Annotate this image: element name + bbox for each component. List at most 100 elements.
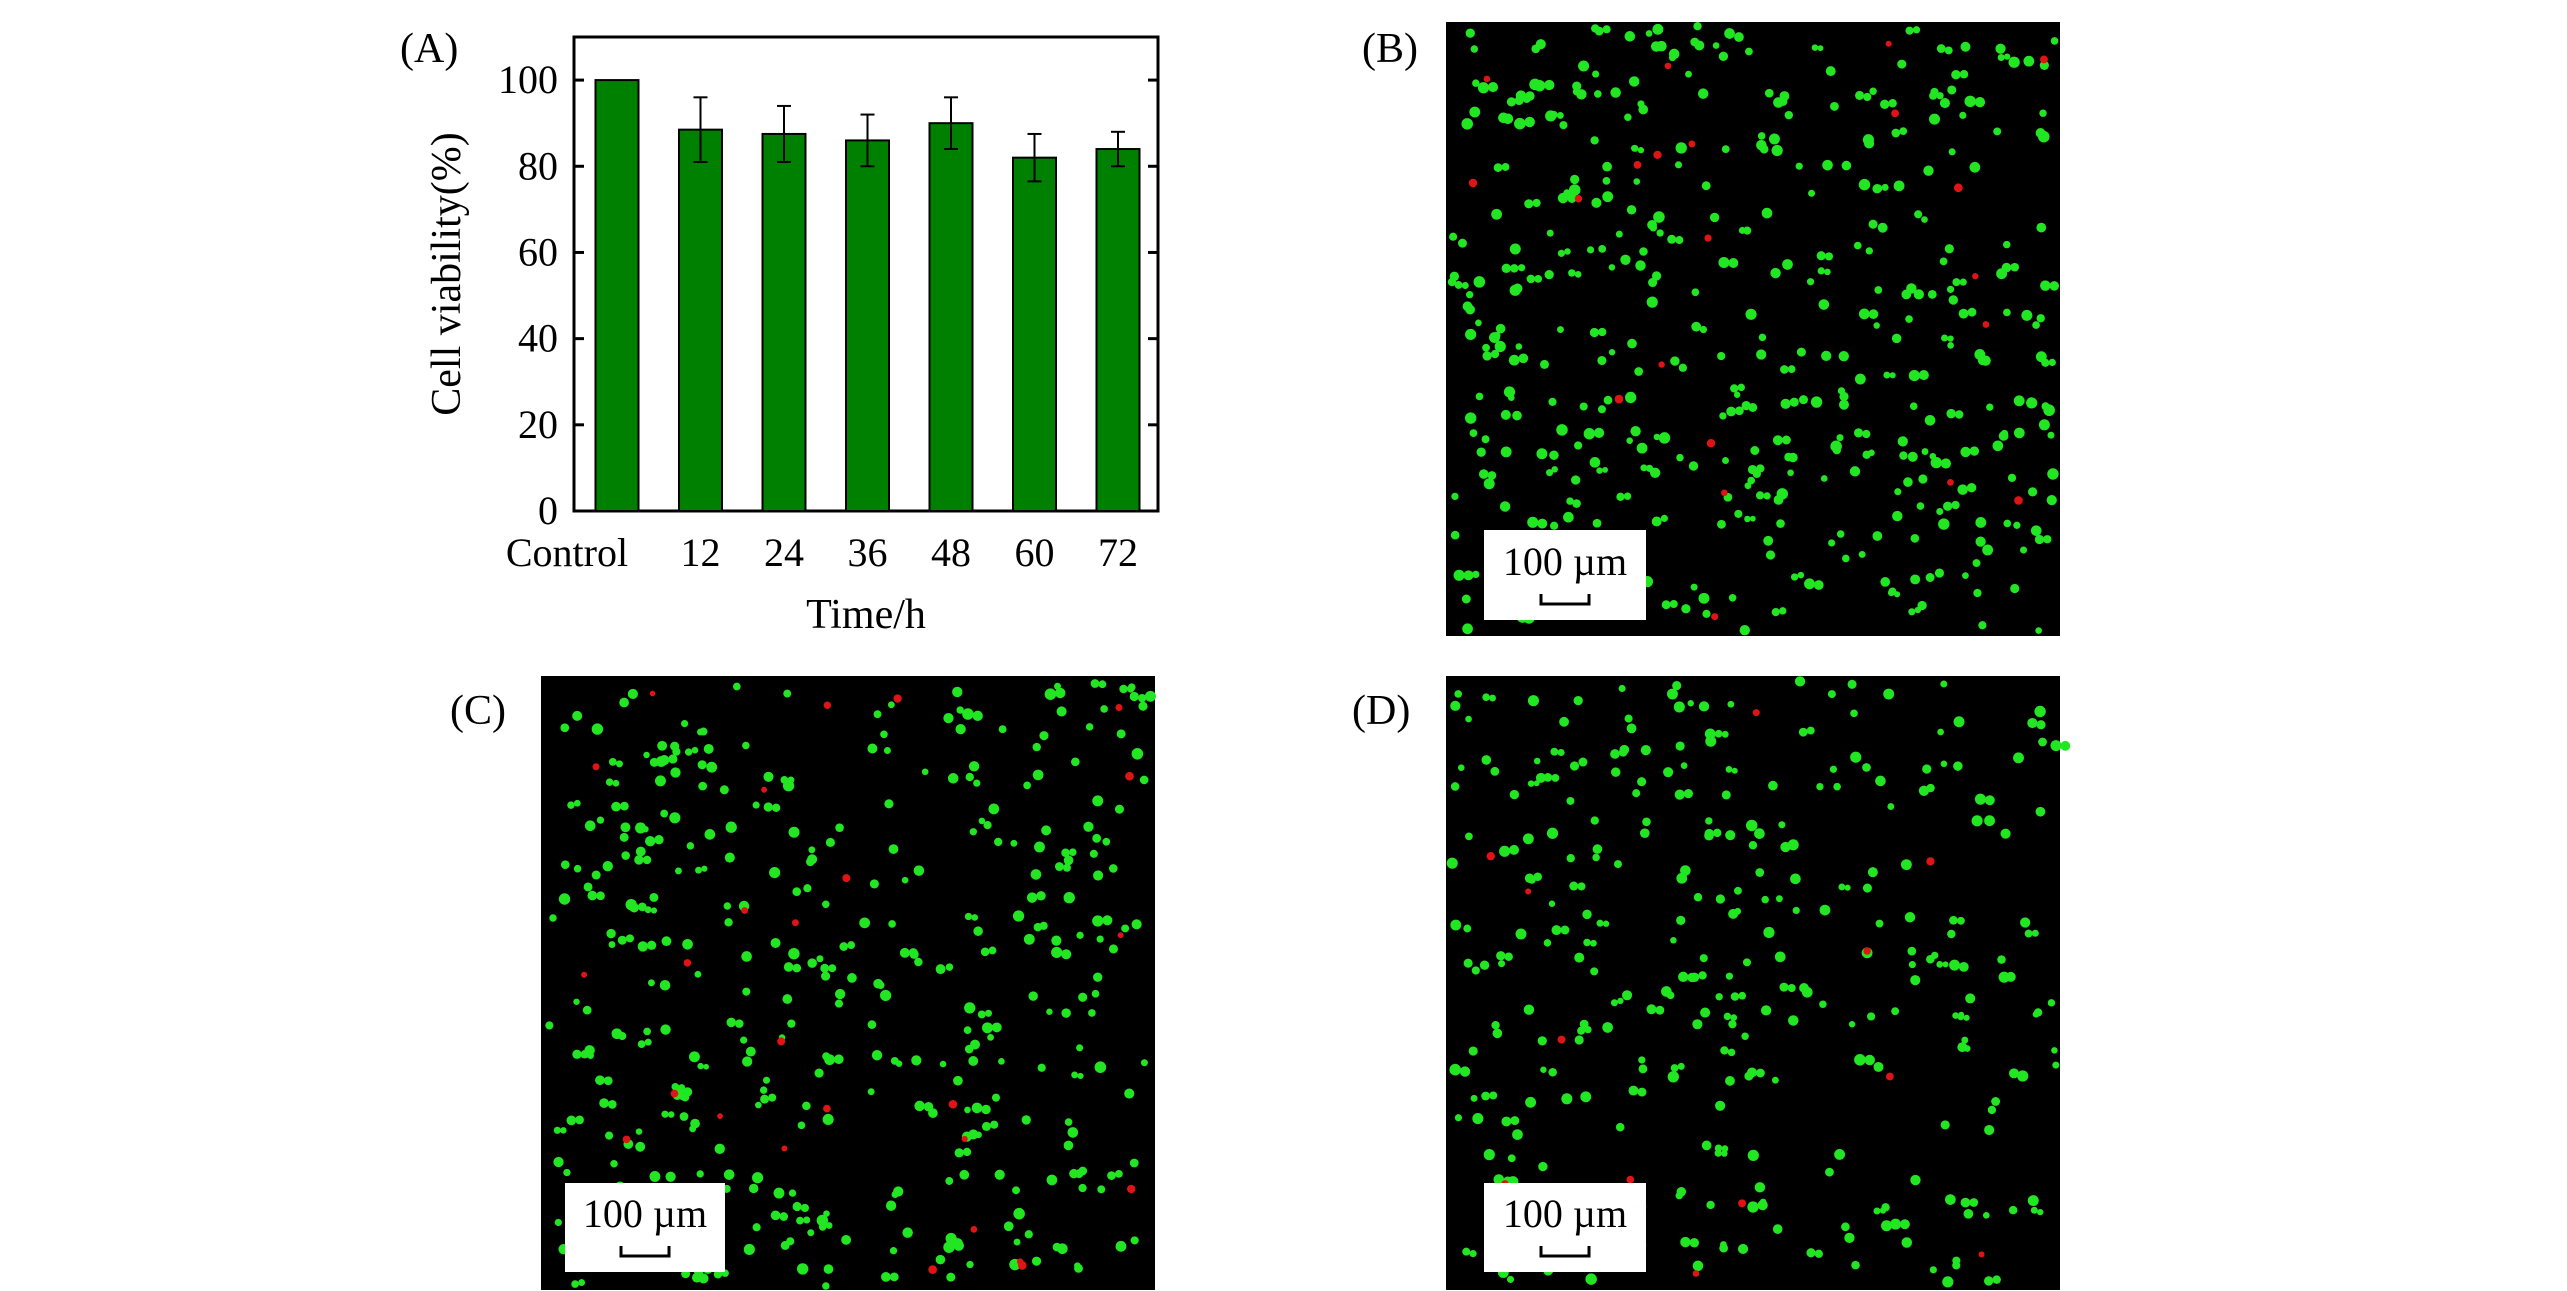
live-cell xyxy=(1463,958,1473,968)
live-cell xyxy=(2013,752,2024,764)
live-cell xyxy=(657,740,668,751)
live-cell xyxy=(560,1127,567,1134)
live-cell xyxy=(1733,391,1741,398)
live-cell xyxy=(2023,55,2035,67)
dead-cell xyxy=(1706,439,1716,448)
live-cell xyxy=(1734,32,1744,42)
live-cell xyxy=(596,816,605,824)
live-cell xyxy=(563,1168,571,1177)
dead-cell xyxy=(1127,1184,1136,1194)
live-cell xyxy=(1978,621,1987,630)
live-cell xyxy=(1926,783,1935,793)
live-cell xyxy=(1771,1076,1779,1084)
live-cell xyxy=(822,1113,834,1125)
live-cell xyxy=(1910,975,1921,986)
live-cell xyxy=(1624,113,1632,122)
live-cell xyxy=(611,801,621,812)
live-cell xyxy=(1578,757,1588,767)
live-cell xyxy=(939,1060,947,1068)
live-cell xyxy=(943,712,954,724)
live-cell xyxy=(2020,917,2031,928)
live-cell xyxy=(2003,240,2011,249)
live-cell xyxy=(1597,405,1606,414)
live-cell xyxy=(1602,1022,1613,1033)
live-cell xyxy=(1969,446,1980,456)
live-cell xyxy=(880,989,892,1002)
live-cell xyxy=(1078,1183,1087,1193)
live-cell xyxy=(1067,1127,1079,1138)
live-cell xyxy=(625,898,637,911)
live-cell xyxy=(1869,87,1877,95)
live-cell xyxy=(1647,219,1657,230)
live-cell xyxy=(1728,908,1739,919)
live-cell xyxy=(1828,539,1836,547)
live-cell xyxy=(1675,142,1687,154)
live-cell xyxy=(1033,922,1043,932)
dead-cell xyxy=(1885,1072,1894,1081)
live-cell xyxy=(2047,431,2055,439)
live-cell xyxy=(649,893,659,902)
live-cell xyxy=(1610,87,1621,98)
live-cell xyxy=(1559,716,1569,727)
live-cell xyxy=(847,941,856,950)
live-cell xyxy=(788,947,800,960)
live-cell xyxy=(1763,926,1775,939)
live-cell xyxy=(1652,23,1664,35)
live-cell xyxy=(885,1200,897,1211)
live-cell xyxy=(1764,88,1774,98)
live-cell xyxy=(972,710,983,722)
live-cell xyxy=(2030,1206,2038,1214)
live-cell xyxy=(988,803,1000,815)
y-tick-label: 80 xyxy=(518,143,558,188)
live-cell xyxy=(1951,500,1960,510)
live-cell xyxy=(1797,571,1805,579)
live-cell xyxy=(952,686,963,698)
live-cell xyxy=(1936,960,1944,968)
live-cell xyxy=(1942,961,1949,968)
micrograph-d-cells xyxy=(1446,676,2071,1288)
live-cell xyxy=(1532,198,1541,208)
live-cell xyxy=(1699,325,1708,334)
live-cell xyxy=(1719,412,1727,420)
live-cell xyxy=(1717,351,1726,361)
live-cell xyxy=(573,799,581,807)
live-cell xyxy=(987,1033,994,1041)
live-cell xyxy=(2036,222,2047,233)
live-cell xyxy=(1625,391,1637,404)
live-cell xyxy=(1528,876,1536,884)
live-cell xyxy=(2035,627,2042,634)
live-cell xyxy=(1579,402,1588,411)
live-cell xyxy=(1806,278,1815,286)
live-cell xyxy=(1543,939,1552,947)
live-cell xyxy=(1574,952,1585,963)
live-cell xyxy=(1494,340,1506,353)
live-cell xyxy=(1678,971,1689,983)
live-cell xyxy=(1533,757,1541,765)
live-cell xyxy=(619,801,629,811)
live-cell xyxy=(1830,440,1842,453)
live-cell xyxy=(1465,715,1472,723)
live-cell xyxy=(1717,519,1726,529)
live-cell xyxy=(770,1210,781,1221)
live-cell xyxy=(1078,1166,1088,1176)
live-cell xyxy=(1602,920,1610,927)
live-cell xyxy=(953,1240,964,1251)
live-cell xyxy=(1632,789,1641,798)
live-cell xyxy=(1875,919,1884,928)
live-cell xyxy=(1465,832,1473,841)
live-cell xyxy=(1724,28,1735,39)
live-cell xyxy=(1787,983,1796,993)
live-cell xyxy=(1582,909,1592,920)
dead-cell xyxy=(741,907,749,914)
live-cell xyxy=(1051,946,1063,959)
live-cell xyxy=(612,779,620,787)
live-cell xyxy=(771,803,781,813)
live-cell xyxy=(1743,226,1752,235)
live-cell xyxy=(1450,782,1460,791)
live-cell xyxy=(1557,249,1565,257)
live-cell xyxy=(1850,709,1858,718)
live-cell xyxy=(1473,276,1486,288)
live-cell xyxy=(1901,1237,1913,1248)
live-cell xyxy=(1012,910,1025,922)
live-cell xyxy=(1905,315,1913,323)
